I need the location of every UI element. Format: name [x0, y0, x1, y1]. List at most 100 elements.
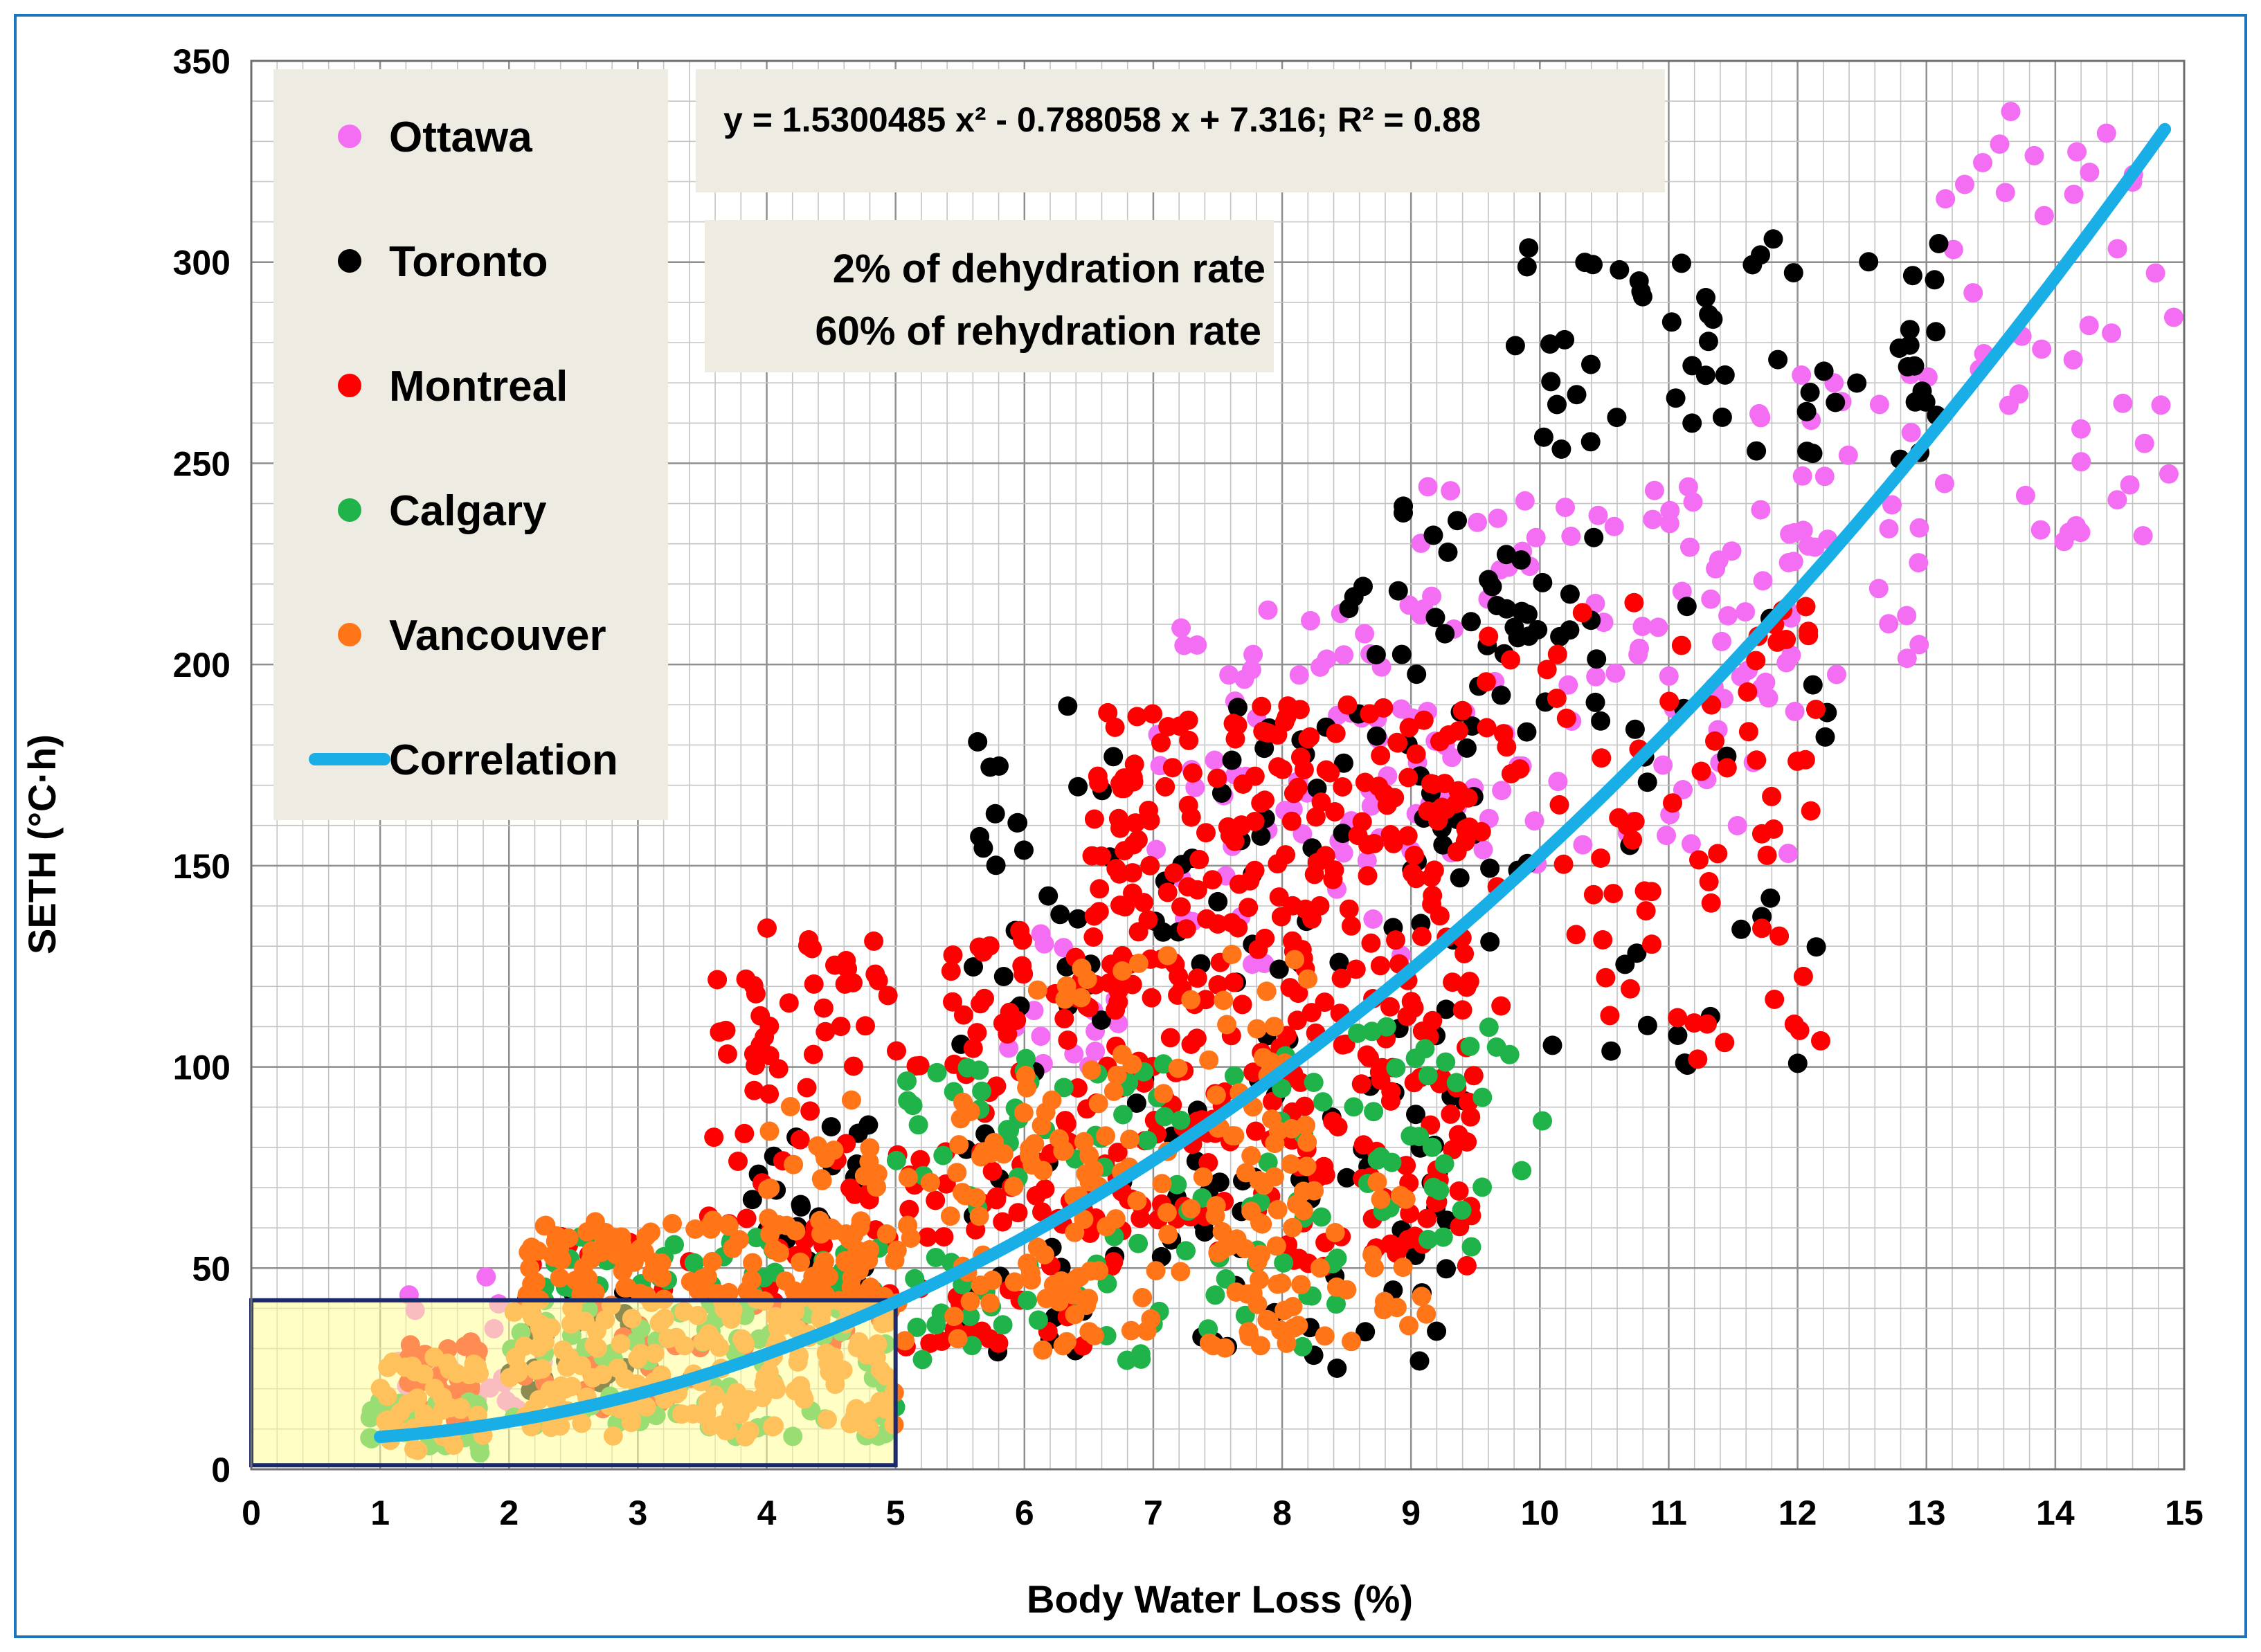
- data-point-montreal: [1790, 1020, 1810, 1040]
- data-point-ottawa: [1712, 631, 1731, 651]
- data-point-toronto: [1682, 413, 1702, 433]
- data-point-montreal: [1806, 700, 1826, 719]
- data-point-toronto: [1388, 581, 1408, 601]
- data-point-ottawa: [1678, 477, 1698, 497]
- data-point-montreal: [1369, 1062, 1389, 1082]
- data-point-vancouver: [1014, 1102, 1034, 1123]
- data-point-montreal: [1333, 777, 1353, 797]
- data-point-montreal: [1160, 1028, 1180, 1048]
- data-point-ottawa: [1241, 660, 1261, 680]
- data-point-vancouver: [1247, 1019, 1267, 1039]
- data-point-calgary: [1418, 1066, 1438, 1086]
- data-point-vancouver: [1088, 1093, 1108, 1114]
- data-point-montreal: [1084, 809, 1104, 829]
- data-point-vancouver: [595, 1222, 615, 1242]
- data-point-montreal: [1127, 707, 1147, 727]
- data-point-toronto: [1337, 1168, 1357, 1188]
- data-point-montreal: [1386, 930, 1405, 950]
- legend-label: Montreal: [389, 363, 568, 410]
- data-point-vancouver: [1072, 959, 1092, 979]
- data-point-montreal: [843, 1056, 863, 1076]
- data-point-toronto: [1435, 624, 1455, 644]
- data-point-toronto: [1517, 257, 1537, 277]
- data-point-vancouver: [1250, 1336, 1270, 1356]
- data-point-vancouver: [1005, 1272, 1025, 1292]
- data-point-ottawa: [1963, 283, 1983, 303]
- data-point-montreal: [1058, 1031, 1078, 1050]
- data-point-montreal: [943, 992, 962, 1012]
- data-point-montreal: [1449, 1181, 1469, 1201]
- data-point-montreal: [1228, 918, 1248, 938]
- data-point-montreal: [1130, 1208, 1151, 1228]
- data-point-montreal: [1556, 708, 1576, 728]
- data-point-vancouver: [844, 1225, 864, 1245]
- data-point-ottawa: [1473, 839, 1493, 860]
- data-point-montreal: [1412, 927, 1432, 947]
- data-point-montreal: [1450, 1217, 1470, 1237]
- data-point-vancouver: [920, 1172, 940, 1192]
- data-point-vancouver: [1337, 1280, 1357, 1300]
- data-point-toronto: [1632, 287, 1652, 307]
- data-point-ottawa: [1778, 844, 1798, 864]
- data-point-toronto: [1448, 511, 1467, 531]
- data-point-montreal: [1202, 870, 1223, 890]
- data-point-montreal: [910, 1055, 930, 1075]
- data-point-ottawa: [1441, 481, 1461, 501]
- data-point-montreal: [716, 1020, 736, 1040]
- correlation-line: [374, 122, 2172, 1444]
- data-point-calgary: [1371, 1147, 1391, 1167]
- data-point-montreal: [1764, 819, 1783, 839]
- data-point-montreal: [1171, 897, 1191, 917]
- x-axis-label: Body Water Loss (%): [1027, 1577, 1413, 1621]
- data-point-montreal: [1691, 761, 1711, 781]
- data-point-montreal: [1795, 750, 1815, 770]
- data-point-calgary: [1386, 1058, 1406, 1078]
- data-point-vancouver: [1032, 1116, 1052, 1136]
- data-point-toronto: [1391, 644, 1412, 664]
- data-point-montreal: [1663, 793, 1682, 813]
- data-point-montreal: [1000, 1002, 1020, 1022]
- data-point-toronto: [1567, 385, 1587, 405]
- y-axis-label: SETH (°C·h): [20, 734, 64, 954]
- x-tick-label: 1: [370, 1494, 390, 1532]
- data-point-toronto: [986, 855, 1006, 875]
- x-tick-label: 7: [1144, 1494, 1163, 1532]
- x-tick-labels: 0 1 2 3 4 5 6 7 8 9 10 11 12 13 14 15: [242, 1494, 2204, 1532]
- data-point-vancouver: [1081, 1060, 1101, 1080]
- data-point-ottawa: [1630, 638, 1649, 658]
- data-point-vancouver: [1063, 1285, 1083, 1305]
- data-point-toronto: [1682, 356, 1702, 376]
- data-point-montreal: [1232, 995, 1252, 1015]
- data-point-toronto: [1859, 252, 1879, 272]
- data-point-vancouver: [624, 1252, 644, 1272]
- data-point-vancouver: [1193, 1167, 1213, 1187]
- data-point-ottawa: [2096, 123, 2116, 143]
- data-point-toronto: [1672, 253, 1691, 273]
- data-point-montreal: [1279, 697, 1299, 717]
- data-point-montreal: [1762, 786, 1782, 806]
- data-point-montreal: [1776, 630, 1796, 649]
- data-point-toronto: [1327, 1359, 1347, 1378]
- data-point-toronto: [1367, 726, 1387, 746]
- data-point-toronto: [1695, 365, 1715, 385]
- data-point-calgary: [1434, 1154, 1454, 1174]
- data-point-montreal: [1113, 945, 1133, 965]
- data-point-toronto: [1014, 840, 1034, 860]
- data-point-toronto: [973, 838, 993, 858]
- data-point-toronto: [1038, 886, 1059, 906]
- x-tick-label: 10: [1521, 1494, 1560, 1532]
- data-point-montreal: [1155, 777, 1175, 797]
- data-point-toronto: [1637, 1015, 1657, 1035]
- data-point-toronto: [1068, 909, 1088, 929]
- data-point-toronto: [1926, 322, 1946, 342]
- data-point-calgary: [1137, 1130, 1157, 1150]
- data-point-montreal: [1353, 1135, 1373, 1155]
- data-point-calgary: [1054, 1078, 1074, 1098]
- data-point-montreal: [1114, 768, 1134, 788]
- data-point-vancouver: [1371, 1190, 1391, 1209]
- data-point-ottawa: [476, 1267, 496, 1287]
- data-point-toronto: [1533, 427, 1553, 447]
- data-point-vancouver: [1412, 1287, 1432, 1307]
- data-point-montreal: [1323, 869, 1343, 889]
- data-point-montreal: [989, 1333, 1009, 1353]
